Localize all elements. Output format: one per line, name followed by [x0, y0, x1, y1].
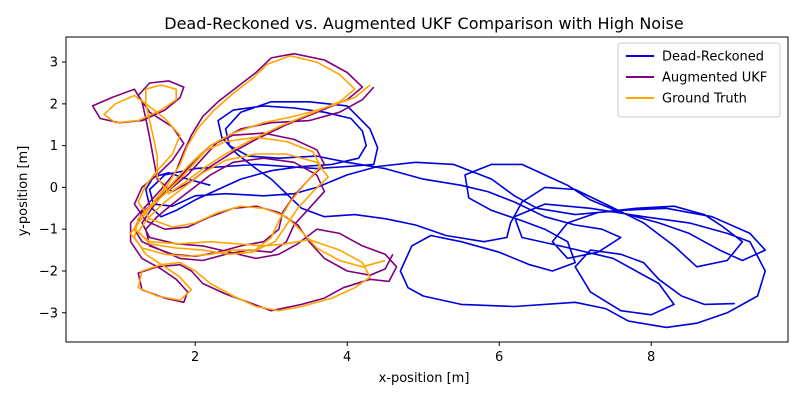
- series-line-dead-reckoned: [145, 101, 767, 329]
- y-axis-label: y-position [m]: [16, 146, 31, 237]
- x-tick-label: 8: [647, 350, 655, 365]
- y-tick-label: 2: [50, 97, 58, 112]
- y-tick-label: −1: [39, 223, 58, 238]
- y-tick-label: −2: [39, 264, 58, 279]
- legend-label: Dead-Reckoned: [662, 50, 764, 65]
- x-tick-label: 4: [343, 350, 351, 365]
- y-axis-ticks: −3 −2 −1 0 1 2 3: [39, 56, 66, 321]
- legend: Dead-Reckoned Augmented UKF Ground Truth: [617, 42, 781, 118]
- x-tick-label: 2: [191, 350, 199, 365]
- legend-label: Ground Truth: [662, 92, 747, 107]
- chart-title: Dead-Reckoned vs. Augmented UKF Comparis…: [164, 14, 683, 33]
- series-line-augmented-ukf: [91, 52, 398, 312]
- y-tick-label: −3: [39, 306, 58, 321]
- series-layer: [91, 52, 767, 329]
- legend-label: Augmented UKF: [662, 71, 767, 86]
- x-axis-ticks: 2 4 6 8: [191, 342, 655, 365]
- y-tick-label: 0: [50, 181, 58, 196]
- x-axis-label: x-position [m]: [379, 371, 470, 386]
- series-line-ground-truth: [103, 54, 386, 312]
- x-tick-label: 6: [495, 350, 503, 365]
- y-tick-label: 3: [50, 56, 58, 71]
- y-tick-label: 1: [50, 139, 58, 154]
- legend-box: [617, 42, 781, 118]
